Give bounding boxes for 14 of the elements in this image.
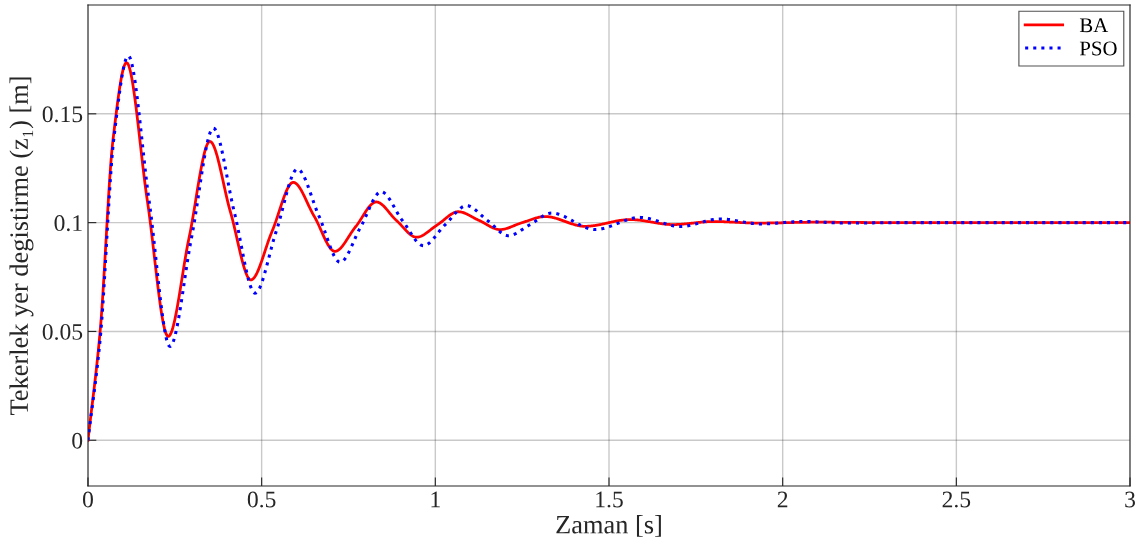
x-tick-label: 3 <box>1125 491 1136 508</box>
y-tick-label: 0.15 <box>42 106 83 123</box>
x-tick-label: 0.5 <box>247 491 276 508</box>
y-tick-label: 0 <box>72 432 83 449</box>
x-axis-title: Zaman [s] <box>556 515 661 537</box>
x-tick-label: 1.5 <box>596 491 623 508</box>
x-tick-label: 2.5 <box>942 491 971 508</box>
y-tick-label: 0.05 <box>42 323 83 340</box>
x-tick-label: 1 <box>431 491 440 508</box>
x-tick-label: 2 <box>777 491 788 508</box>
legend-label: PSO <box>1079 41 1117 56</box>
legend-label: BA <box>1079 18 1109 33</box>
y-tick-label: 0.1 <box>54 215 82 232</box>
y-axis-title: Tekerlek yer degistirme (z₁) [m] <box>9 77 34 415</box>
